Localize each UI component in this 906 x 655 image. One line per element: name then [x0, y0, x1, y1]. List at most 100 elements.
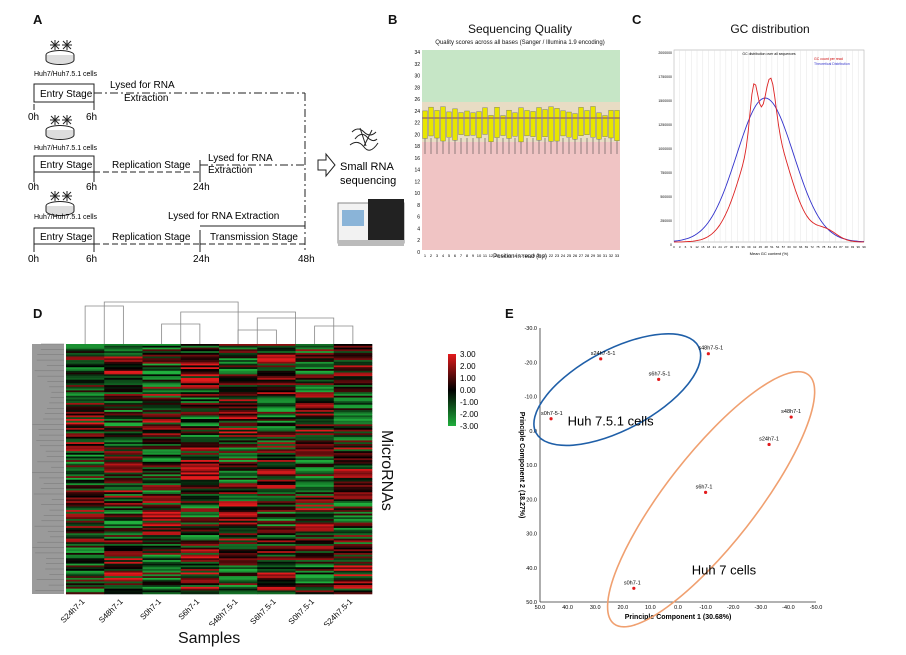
heatmap-cell	[257, 535, 296, 538]
heatmap-cell	[295, 592, 335, 595]
heatmap-cell	[66, 517, 105, 520]
heatmap-cell	[295, 533, 335, 536]
heatmap-cell	[295, 515, 335, 518]
quality-box	[482, 107, 488, 135]
heatmap-cell	[66, 499, 105, 502]
heatmap-cell	[142, 524, 182, 527]
heatmap-cell	[104, 401, 143, 404]
heatmap-cell	[66, 436, 105, 439]
heatmap-cell	[104, 529, 143, 532]
heatmap-cell	[142, 426, 182, 429]
heatmap-cell	[66, 377, 105, 381]
heatmap-cell	[257, 420, 296, 423]
gc-y-tick: 1250000	[658, 123, 672, 127]
heatmap-cell	[257, 576, 296, 579]
heatmap-cell	[333, 474, 373, 477]
heatmap-cell	[257, 479, 296, 482]
heatmap-cell	[295, 358, 335, 361]
heatmap-cell	[142, 465, 182, 468]
quality-box	[542, 109, 548, 138]
heatmap-cell	[66, 467, 105, 470]
heatmap-cell	[333, 508, 373, 511]
heatmap-cell	[142, 483, 182, 486]
heatmap-cell	[219, 454, 258, 457]
heatmap-cell	[66, 438, 105, 441]
heatmap-cell	[66, 352, 105, 356]
heatmap-cell	[219, 563, 258, 566]
heatmap-cell	[219, 424, 258, 427]
heatmap-cell	[180, 479, 220, 482]
heatmap-cell	[104, 545, 143, 548]
gc-x-tick: 96	[857, 245, 861, 249]
heatmap-cell	[180, 419, 220, 422]
heatmap-cell	[295, 458, 335, 461]
heatmap-cell	[257, 447, 296, 450]
heatmap-cell	[219, 499, 258, 502]
heatmap-cell	[219, 547, 258, 550]
heatmap-cell	[142, 499, 182, 502]
heatmap-cell	[180, 377, 220, 381]
heatmap-cell	[66, 426, 105, 429]
heatmap-cell	[180, 431, 220, 434]
heatmap-cell	[295, 352, 335, 356]
heatmap-cell	[219, 497, 258, 500]
heatmap-cell	[66, 381, 105, 384]
heatmap-cell	[219, 374, 258, 377]
heatmap-cell	[180, 510, 220, 513]
heatmap-cell	[142, 497, 182, 500]
heatmap-cell	[257, 529, 296, 532]
pca-point	[706, 352, 710, 356]
heatmap-cell	[142, 370, 182, 373]
heatmap-cell	[333, 581, 373, 584]
heatmap-cell	[295, 499, 335, 502]
heatmap-cell	[180, 579, 220, 582]
heatmap-cell	[295, 517, 335, 520]
heatmap-cell	[219, 574, 258, 577]
heatmap-cell	[257, 406, 296, 409]
time-label: 0h	[28, 182, 39, 193]
heatmap-cell	[333, 397, 373, 400]
heatmap-cell	[180, 538, 220, 541]
heatmap-cell	[104, 410, 143, 413]
quality-y-tick: 16	[414, 156, 420, 162]
heatmap-cell	[333, 435, 373, 438]
heatmap-cell	[180, 540, 220, 543]
heatmap-cell	[257, 499, 296, 502]
heatmap-cell	[219, 490, 258, 493]
heatmap-cell	[180, 372, 220, 375]
heatmap-color-legend: 3.00 2.00 1.00 0.00 -1.00 -2.00 -3.00	[448, 350, 479, 430]
heatmap-cell	[295, 579, 335, 582]
heatmap-cell	[257, 506, 296, 509]
heatmap-cell	[66, 579, 105, 582]
heatmap-cell	[66, 460, 105, 463]
heatmap-cell	[180, 415, 220, 418]
heatmap-cell	[257, 467, 296, 470]
heatmap-cell	[66, 581, 105, 584]
heatmap-cell	[333, 445, 373, 448]
heatmap-cell	[66, 406, 105, 409]
heatmap-cell	[180, 374, 220, 377]
pca-y-tick: -10.0	[524, 395, 537, 401]
heatmap-cell	[295, 360, 335, 363]
pca-point-label: s24h7-5-1	[591, 351, 616, 357]
gc-x-tick: 57	[782, 245, 786, 249]
heatmap-cell	[104, 538, 143, 541]
heatmap-cell	[66, 545, 105, 548]
quality-y-tick: 22	[414, 121, 420, 127]
heatmap-cell	[66, 567, 105, 570]
heatmap-cell	[104, 511, 143, 514]
microrna-axis-label: MicroRNAs	[378, 430, 395, 511]
pca-point-label: s0h7-1	[624, 580, 641, 586]
heatmap-cell	[333, 547, 373, 550]
gc-plot-frame	[673, 49, 865, 243]
heatmap-cell	[219, 419, 258, 422]
heatmap-cell	[66, 424, 105, 427]
entry-stage-box: Entry Stage	[40, 89, 93, 100]
heatmap-cell	[66, 510, 105, 513]
heatmap-cell	[180, 424, 220, 427]
heatmap-cell	[333, 383, 373, 386]
heatmap-cell	[257, 527, 296, 531]
heatmap-cell	[180, 406, 220, 409]
heatmap-cell	[333, 349, 373, 352]
